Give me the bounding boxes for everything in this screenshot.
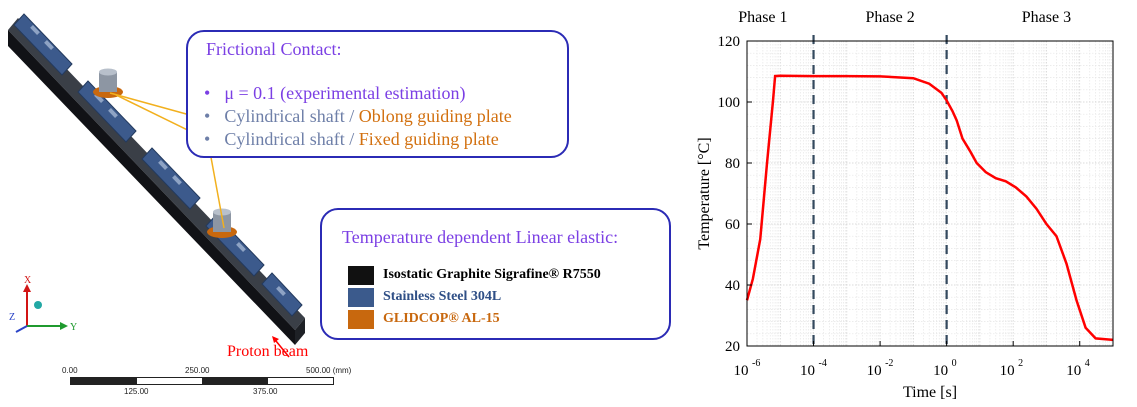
steel-swatch bbox=[348, 287, 374, 307]
x-tick-label: 10 bbox=[1066, 363, 1081, 379]
x-tick-exponent: -2 bbox=[885, 358, 893, 369]
z-axis-label: Z bbox=[9, 312, 15, 323]
temperature-series-line bbox=[745, 74, 1114, 342]
x-tick-label: 10 bbox=[1000, 363, 1015, 379]
materials-box: Temperature dependent Linear elastic: Is… bbox=[320, 208, 671, 340]
cylindrical-shaft-upper bbox=[99, 68, 117, 92]
material-glidcop: GLIDCOP® AL-15 bbox=[348, 308, 601, 330]
x-tick-exponent: 0 bbox=[952, 358, 957, 369]
frictional-contact-box: Frictional Contact: • μ = 0.1 (experiment… bbox=[186, 30, 569, 158]
proton-beam-label: Proton beam bbox=[227, 343, 309, 360]
x-tick-exponent: -4 bbox=[819, 358, 827, 369]
x-tick-label: 10 bbox=[867, 363, 882, 379]
contact-box-title: Frictional Contact: bbox=[206, 39, 342, 59]
material-steel: Stainless Steel 304L bbox=[348, 286, 601, 308]
friction-coefficient-text: μ = 0.1 (experimental estimation) bbox=[224, 83, 466, 103]
y-tick-label: 20 bbox=[725, 339, 740, 355]
materials-box-title: Temperature dependent Linear elastic: bbox=[342, 227, 619, 247]
materials-legend: Isostatic Graphite Sigrafine® R7550 Stai… bbox=[348, 264, 601, 330]
x-tick-exponent: 4 bbox=[1085, 358, 1090, 369]
x-tick-exponent: 2 bbox=[1018, 358, 1023, 369]
plate-slots bbox=[30, 25, 286, 296]
scale-label-375: 375.00 bbox=[253, 387, 278, 396]
x-axis-label: X bbox=[24, 275, 32, 286]
y-axis-label: Y bbox=[70, 322, 77, 333]
graphite-swatch bbox=[348, 265, 374, 285]
shaft-text: Cylindrical shaft / bbox=[224, 129, 359, 149]
material-graphite: Isostatic Graphite Sigrafine® R7550 bbox=[348, 264, 601, 286]
y-axis-title: Temperature [°C] bbox=[696, 137, 713, 249]
coordinate-triad: X Y Z bbox=[9, 275, 77, 333]
fixed-plate-text: Fixed guiding plate bbox=[358, 129, 499, 149]
x-tick-label: 10 bbox=[933, 363, 948, 379]
oblong-plate-text: Oblong guiding plate bbox=[358, 106, 512, 126]
x-tick-label: 10 bbox=[734, 363, 749, 379]
y-tick-label: 120 bbox=[718, 34, 741, 50]
bullet-dot: • bbox=[204, 106, 211, 126]
x-tick-exponent: -6 bbox=[752, 358, 760, 369]
cylindrical-shaft-lower bbox=[213, 208, 231, 232]
scale-bar bbox=[70, 377, 334, 385]
x-axis-title: Time [s] bbox=[903, 384, 957, 401]
contact-bullets: • μ = 0.1 (experimental estimation) • Cyli… bbox=[204, 83, 512, 152]
y-tick-label: 40 bbox=[725, 278, 740, 294]
scale-label-125: 125.00 bbox=[124, 387, 149, 396]
scale-label-500: 500.00 (mm) bbox=[306, 366, 352, 375]
material-label: Isostatic Graphite Sigrafine® R7550 bbox=[383, 267, 601, 282]
bullet-dot: • bbox=[204, 83, 211, 103]
contact-bullet-fixed: • Cylindrical shaft / Fixed guiding plate bbox=[204, 129, 512, 152]
phase-label: Phase 1 bbox=[738, 9, 787, 26]
material-label: GLIDCOP® AL-15 bbox=[383, 311, 500, 326]
phase-label: Phase 2 bbox=[865, 9, 914, 26]
shaft-text: Cylindrical shaft / bbox=[224, 106, 359, 126]
chart-grid bbox=[746, 40, 1114, 347]
plot-frame bbox=[746, 40, 1114, 347]
scale-label-0: 0.00 bbox=[62, 366, 78, 375]
contact-bullet-friction: • μ = 0.1 (experimental estimation) bbox=[204, 83, 512, 106]
scale-label-250: 250.00 bbox=[185, 366, 210, 375]
x-tick-label: 10 bbox=[800, 363, 815, 379]
material-label: Stainless Steel 304L bbox=[383, 289, 502, 304]
absorber-3d-model: X Y Z bbox=[8, 13, 305, 358]
y-tick-label: 100 bbox=[718, 95, 741, 111]
phase-boundaries: Phase 1 Phase 2 Phase 3 bbox=[738, 9, 1071, 346]
y-tick-label: 60 bbox=[725, 217, 740, 233]
proton-beam-arrow bbox=[272, 336, 290, 358]
contact-bullet-oblong: • Cylindrical shaft / Oblong guiding plat… bbox=[204, 106, 512, 129]
bullet-dot: • bbox=[204, 129, 211, 149]
phase-label: Phase 3 bbox=[1022, 9, 1071, 26]
y-tick-label: 80 bbox=[725, 156, 740, 172]
glidcop-swatch bbox=[348, 309, 374, 329]
